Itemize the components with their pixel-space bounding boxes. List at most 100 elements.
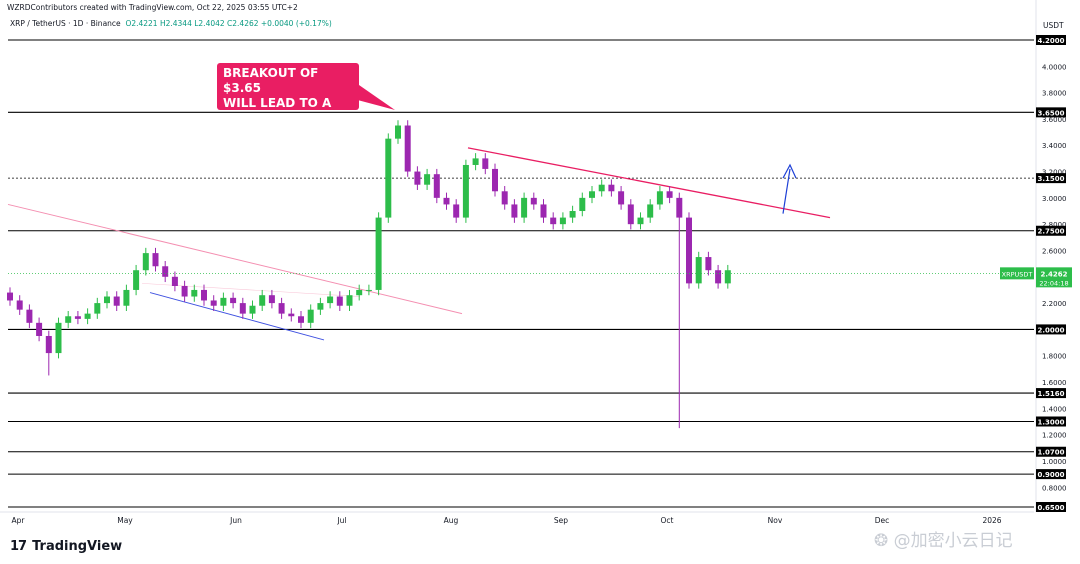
candle [152, 253, 159, 267]
callout-line-3: RALLY TO $4.60 - $4.70 [223, 126, 338, 155]
candle [45, 335, 52, 354]
y-axis-title: USDT [1043, 21, 1064, 30]
level-tag-label: 0.9000 [1037, 471, 1064, 479]
candle [16, 300, 23, 310]
candle [676, 197, 683, 218]
candle [443, 197, 450, 205]
last-price-tag [1036, 267, 1072, 288]
last-price-label: 2.4262 [1040, 270, 1067, 278]
candle [181, 285, 188, 297]
candle [210, 300, 217, 306]
y-tick-label: 1.0000 [1042, 458, 1067, 466]
x-tick-label: Oct [661, 516, 674, 525]
candle [559, 217, 566, 225]
candle [540, 204, 547, 218]
candle [346, 295, 353, 306]
candle [627, 204, 634, 225]
candle [365, 289, 372, 291]
candle [298, 316, 304, 323]
resistance-trend-line [467, 147, 831, 219]
candle [530, 197, 537, 205]
candle [492, 168, 498, 192]
candle [65, 316, 72, 323]
y-tick-label: 3.6000 [1042, 116, 1067, 124]
callout-line-1: BREAKOUT OF $3.65 [223, 66, 319, 95]
watermark: ❂ @加密小云日记 [874, 531, 1013, 551]
candle [191, 289, 198, 297]
candle [201, 289, 207, 301]
candle [424, 174, 431, 185]
level-tag [1036, 35, 1066, 45]
y-tick-label: 2.8000 [1042, 221, 1067, 229]
level-tag-label: 1.3000 [1037, 418, 1064, 426]
candle [356, 289, 363, 296]
projection-arrow-head-icon [782, 163, 797, 179]
projection-arrow-line [782, 168, 791, 214]
candle [598, 184, 605, 192]
candle [230, 297, 237, 304]
candle [171, 276, 178, 286]
level-tag [1036, 225, 1066, 236]
symbol-tag [1000, 267, 1034, 280]
candle [637, 217, 644, 225]
candle [220, 297, 227, 306]
symbol-label: XRP / TetherUS · 1D · Binance [10, 19, 121, 28]
candle [618, 191, 625, 205]
x-tick-label: Dec [875, 516, 890, 525]
y-tick-label: 1.2000 [1042, 432, 1067, 440]
y-tick-label: 1.8000 [1042, 353, 1067, 361]
ohlc-values: O2.4221 H2.4344 L2.4042 C2.4262 +0.0040 … [125, 19, 332, 28]
candle [259, 295, 266, 306]
candle [327, 296, 334, 304]
level-tag-label: 3.1500 [1037, 175, 1064, 183]
level-tag [1036, 173, 1066, 184]
long-downtrend-line [7, 203, 463, 315]
candle [74, 316, 81, 319]
candle [482, 158, 489, 169]
brand-name: TradingView [32, 539, 123, 554]
tradingview-brand[interactable]: 17 TradingView [10, 539, 122, 554]
candle [84, 313, 91, 319]
candle [104, 296, 110, 304]
candle [550, 217, 557, 225]
level-tag-label: 4.2000 [1037, 37, 1064, 45]
y-tick-label: 3.8000 [1042, 90, 1067, 98]
x-tick-label: 2026 [982, 516, 1001, 525]
candle [666, 191, 673, 198]
x-tick-label: May [117, 516, 133, 525]
candle [472, 158, 479, 165]
candle [133, 270, 140, 290]
candle [288, 313, 295, 317]
candle [142, 253, 149, 271]
candle [385, 138, 392, 218]
candle [278, 303, 285, 314]
y-tick-label: 1.4000 [1042, 405, 1067, 413]
candle [239, 303, 246, 314]
callout-pointer [350, 85, 395, 110]
y-tick-label: 2.2000 [1042, 300, 1067, 308]
candle [724, 270, 731, 284]
x-tick-label: Nov [768, 516, 783, 525]
x-tick-label: Apr [12, 516, 26, 525]
y-tick-label: 3.4000 [1042, 142, 1067, 150]
faint-trend-line [141, 283, 361, 297]
candle [608, 184, 615, 192]
y-tick-label: 4.0000 [1042, 63, 1067, 71]
candle [511, 204, 518, 218]
channel-support-line [149, 292, 325, 341]
level-tag [1036, 416, 1066, 427]
candle [317, 303, 324, 310]
level-tag [1036, 469, 1066, 480]
candle [579, 197, 586, 212]
candle [569, 211, 576, 218]
level-tag-label: 3.6500 [1037, 109, 1064, 117]
candle [433, 174, 440, 198]
level-tag-label: 0.6500 [1037, 504, 1064, 512]
candle [414, 171, 421, 185]
candle [395, 125, 401, 139]
candle [656, 191, 663, 205]
y-tick-label: 3.0000 [1042, 195, 1067, 203]
candle [36, 322, 43, 336]
level-tag [1036, 107, 1066, 118]
